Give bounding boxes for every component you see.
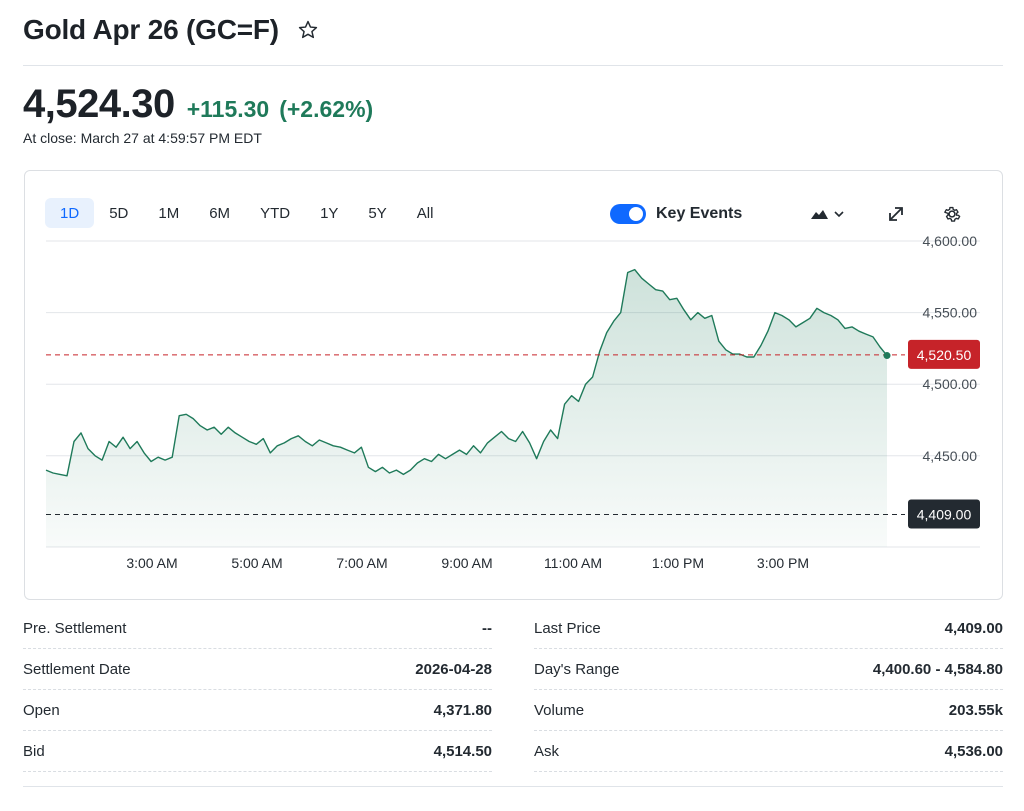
range-tab-1m[interactable]: 1M — [158, 204, 180, 222]
stat-row: Day's Range 4,400.60 - 4,584.80 — [534, 649, 1003, 690]
y-tick-label: 4,450.00 — [923, 448, 978, 464]
y-tick-label: 4,550.00 — [923, 305, 978, 321]
divider — [23, 65, 1003, 66]
gear-icon — [944, 206, 961, 222]
stat-value: 4,409.00 — [944, 619, 1003, 637]
x-tick-label: 3:00 AM — [126, 555, 177, 571]
toggle-knob — [629, 207, 643, 221]
stats-left-column: Pre. Settlement -- Settlement Date 2026-04-… — [23, 608, 492, 772]
stat-value: 4,514.50 — [433, 742, 492, 760]
prev-close-tag — [908, 499, 980, 529]
y-tick-label: 4,600.00 — [923, 233, 978, 249]
key-events-toggle[interactable]: Key Events — [610, 204, 742, 224]
price-area — [46, 269, 887, 547]
stat-value: -- — [482, 619, 492, 637]
stat-row: Ask 4,536.00 — [534, 731, 1003, 772]
current-price-tag-label: 4,520.50 — [917, 347, 972, 363]
x-tick-label: 3:00 PM — [757, 555, 809, 571]
x-tick-label: 1:00 PM — [652, 555, 704, 571]
page-title: Gold Apr 26 (GC=F) — [23, 14, 279, 45]
range-tab-5d[interactable]: 5D — [109, 204, 129, 222]
expand-icon — [889, 207, 903, 221]
price-change: +115.30 — [186, 96, 270, 122]
last-point-dot — [883, 352, 891, 360]
stat-label: Day's Range — [534, 660, 620, 678]
key-events-label: Key Events — [656, 205, 743, 222]
range-tab-1d[interactable]: 1D — [45, 198, 95, 228]
range-tab-5y[interactable]: 5Y — [368, 204, 387, 222]
stat-value: 4,400.60 - 4,584.80 — [872, 660, 1003, 678]
prev-close-tag-label: 4,409.00 — [917, 507, 972, 523]
stat-label: Volume — [534, 701, 585, 719]
stat-value: 2026-04-28 — [415, 660, 492, 678]
title-row: Gold Apr 26 (GC=F) — [23, 14, 319, 46]
stat-label: Settlement Date — [23, 660, 131, 678]
price-chart[interactable]: 4,600.00 4,550.00 4,500.00 4,450.00 4,520.50… — [25, 171, 1004, 601]
stat-value: 203.55k — [948, 701, 1003, 719]
divider — [23, 786, 1003, 787]
x-tick-label: 7:00 AM — [336, 555, 387, 571]
settings-button[interactable] — [939, 201, 965, 227]
stat-row: Last Price 4,409.00 — [534, 608, 1003, 649]
stat-label: Last Price — [534, 619, 601, 637]
stat-label: Pre. Settlement — [23, 619, 127, 637]
star-icon[interactable] — [297, 19, 319, 41]
stat-row: Bid 4,514.50 — [23, 731, 492, 772]
chart-card: 1D 5D 1M 6M YTD 1Y 5Y All Key Events 4,600.00 4,… — [24, 170, 1003, 600]
range-tab-all[interactable]: All — [416, 204, 434, 222]
stat-label: Bid — [23, 742, 45, 760]
stats-right-column: Last Price 4,409.00 Day's Range 4,400.60 - … — [534, 608, 1003, 772]
x-tick-label: 11:00 AM — [544, 555, 602, 571]
x-tick-label: 5:00 AM — [231, 555, 282, 571]
current-price: 4,524.30 — [23, 82, 175, 126]
range-selector: 1D 5D 1M 6M YTD 1Y 5Y All — [45, 198, 448, 228]
x-tick-label: 9:00 AM — [441, 555, 492, 571]
range-tab-1y[interactable]: 1Y — [320, 204, 339, 222]
stat-label: Ask — [534, 742, 560, 760]
mountain-chart-icon — [811, 210, 844, 219]
y-tick-label: 4,500.00 — [923, 376, 978, 392]
chart-type-button[interactable] — [807, 201, 849, 227]
stat-row: Settlement Date 2026-04-28 — [23, 649, 492, 690]
quote-row: 4,524.30 +115.30 (+2.62%) — [23, 82, 373, 127]
stat-label: Open — [23, 701, 60, 719]
close-time: At close: March 27 at 4:59:57 PM EDT — [23, 130, 262, 146]
toggle-switch[interactable] — [610, 204, 646, 224]
stat-row: Open 4,371.80 — [23, 690, 492, 731]
stat-row: Volume 203.55k — [534, 690, 1003, 731]
current-price-tag — [908, 339, 980, 369]
price-change-percent: (+2.62%) — [279, 96, 374, 122]
range-tab-ytd[interactable]: YTD — [260, 204, 291, 222]
stat-value: 4,371.80 — [433, 701, 492, 719]
price-line — [45, 268, 888, 477]
range-tab-6m[interactable]: 6M — [209, 204, 231, 222]
stat-row: Pre. Settlement -- — [23, 608, 492, 649]
expand-button[interactable] — [883, 201, 909, 227]
stat-value: 4,536.00 — [944, 742, 1003, 760]
